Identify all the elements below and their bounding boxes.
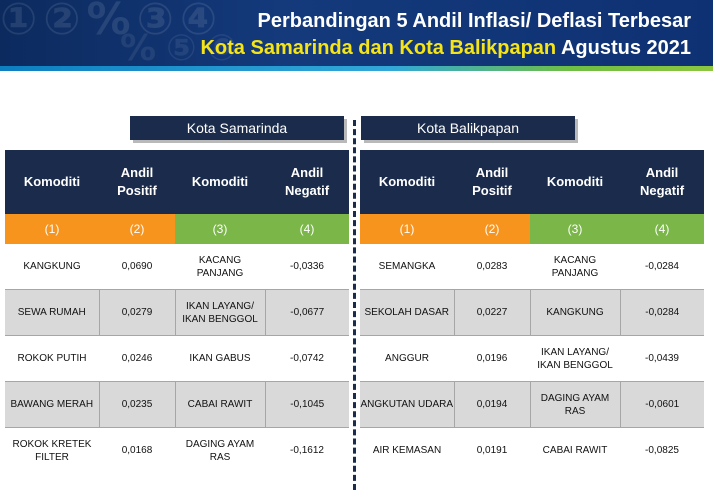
negative-value: -0,0601	[619, 381, 704, 428]
positive-commodity: SEMANGKA	[378, 261, 436, 272]
table-row: KANGKUNG 0,0690 KACANG PANJANG -0,0336	[5, 244, 349, 290]
col-header-negatif: Negatif	[639, 183, 685, 198]
negative-commodity: KACANG PANJANG	[551, 254, 599, 279]
col-number-1: (1)	[5, 214, 99, 244]
negative-value: -0,0825	[645, 445, 679, 456]
positive-value: 0,0196	[476, 353, 508, 364]
negative-commodity: KACANG PANJANG	[196, 254, 244, 279]
col-number-3: (3)	[175, 214, 265, 244]
col-number-4: (4)	[620, 214, 704, 244]
col-header-andil-negatif: Andil Negatif	[265, 150, 349, 214]
table-balikpapan: Komoditi Andil Positif Komoditi Andil Nega…	[360, 150, 704, 473]
negative-commodity: IKAN LAYANG/ IKAN BENGGOL	[537, 346, 613, 371]
col-header-andil-positif: Andil Positif	[454, 150, 530, 214]
positive-value: 0,0227	[453, 289, 530, 336]
positive-commodity: SEKOLAH DASAR	[360, 289, 454, 336]
positive-value: 0,0279	[98, 289, 175, 336]
negative-value: -0,0284	[619, 289, 704, 336]
positive-commodity: SEWA RUMAH	[5, 289, 99, 336]
col-header-andil: Andil	[120, 165, 154, 180]
negative-commodity: DAGING AYAM RAS	[185, 438, 255, 463]
negative-value: -0,0742	[290, 353, 324, 364]
col-header-negatif: Negatif	[284, 183, 330, 198]
negative-value: -0,1612	[290, 445, 324, 456]
negative-value: -0,0677	[264, 289, 349, 336]
col-header-andil-negatif: Andil Negatif	[620, 150, 704, 214]
table-header-row: Komoditi Andil Positif Komoditi Andil Nega…	[5, 150, 349, 214]
table-samarinda: Komoditi Andil Positif Komoditi Andil Nega…	[5, 150, 349, 473]
table-row: SEKOLAH DASAR 0,0227 KANGKUNG -0,0284	[360, 289, 704, 336]
positive-value: 0,0235	[98, 381, 175, 428]
col-header-andil: Andil	[475, 165, 509, 180]
positive-value: 0,0191	[476, 445, 508, 456]
decorative-digits-2: %⑤⑥	[120, 28, 248, 69]
col-header-komoditi-negatif: Komoditi	[530, 150, 620, 214]
col-number-4: (4)	[265, 214, 349, 244]
column-number-row: (1) (2) (3) (4)	[360, 214, 704, 244]
subtitle-period: Agustus 2021	[556, 37, 691, 59]
negative-commodity: IKAN GABUS	[189, 353, 251, 364]
positive-commodity: ANGKUTAN UDARA	[360, 381, 454, 428]
negative-value: -0,0439	[645, 353, 679, 364]
page-title: Perbandingan 5 Andil Inflasi/ Deflasi Te…	[257, 10, 691, 32]
negative-value: -0,1045	[264, 381, 349, 428]
table-divider	[353, 120, 356, 490]
positive-commodity: KANGKUNG	[23, 261, 81, 272]
positive-commodity: ANGGUR	[385, 353, 429, 364]
table-row: AIR KEMASAN 0,0191 CABAI RAWIT -0,0825	[360, 428, 704, 474]
col-number-2: (2)	[454, 214, 530, 244]
positive-value: 0,0168	[121, 445, 153, 456]
col-header-komoditi-positif: Komoditi	[360, 150, 454, 214]
col-number-2: (2)	[99, 214, 175, 244]
col-header-komoditi-positif: Komoditi	[5, 150, 99, 214]
table-row: SEWA RUMAH 0,0279 IKAN LAYANG/ IKAN BENG…	[5, 289, 349, 336]
positive-value: 0,0246	[121, 353, 153, 364]
positive-commodity: BAWANG MERAH	[5, 381, 99, 428]
col-number-3: (3)	[530, 214, 620, 244]
column-number-row: (1) (2) (3) (4)	[5, 214, 349, 244]
decorative-digits: ①②%③④	[0, 0, 224, 45]
negative-commodity: IKAN LAYANG/ IKAN BENGGOL	[174, 289, 265, 336]
positive-commodity: ROKOK PUTIH	[17, 353, 87, 364]
positive-value: 0,0283	[476, 261, 508, 272]
negative-commodity: CABAI RAWIT	[174, 381, 265, 428]
header-banner: ①②%③④ %⑤⑥ Perbandingan 5 Andil Inflasi/ …	[0, 0, 713, 70]
page-subtitle: Kota Samarinda dan Kota Balikpapan Agust…	[200, 37, 691, 60]
col-header-positif: Positif	[472, 183, 512, 198]
table-header-row: Komoditi Andil Positif Komoditi Andil Nega…	[360, 150, 704, 214]
col-header-andil: Andil	[645, 165, 679, 180]
negative-commodity: DAGING AYAM RAS	[529, 381, 620, 428]
city-label-balikpapan: Kota Balikpapan	[361, 116, 575, 140]
table-row: BAWANG MERAH 0,0235 CABAI RAWIT -0,1045	[5, 381, 349, 428]
negative-value: -0,0284	[645, 261, 679, 272]
positive-value: 0,0194	[453, 381, 530, 428]
positive-commodity: AIR KEMASAN	[372, 445, 442, 456]
positive-commodity: ROKOK KRETEK FILTER	[12, 438, 92, 463]
col-header-andil: Andil	[290, 165, 324, 180]
col-number-1: (1)	[360, 214, 454, 244]
table-row: ANGGUR 0,0196 IKAN LAYANG/ IKAN BENGGOL …	[360, 336, 704, 382]
negative-commodity: KANGKUNG	[529, 289, 620, 336]
subtitle-cities: Kota Samarinda dan Kota Balikpapan	[200, 37, 557, 59]
col-header-andil-positif: Andil Positif	[99, 150, 175, 214]
table-row: SEMANGKA 0,0283 KACANG PANJANG -0,0284	[360, 244, 704, 290]
negative-value: -0,0336	[290, 261, 324, 272]
city-label-samarinda: Kota Samarinda	[130, 116, 344, 140]
table-row: ANGKUTAN UDARA 0,0194 DAGING AYAM RAS -0…	[360, 381, 704, 428]
table-row: ROKOK PUTIH 0,0246 IKAN GABUS -0,0742	[5, 336, 349, 382]
header-stripe	[0, 66, 713, 71]
negative-commodity: CABAI RAWIT	[542, 445, 608, 456]
table-row: ROKOK KRETEK FILTER 0,0168 DAGING AYAM R…	[5, 428, 349, 474]
col-header-positif: Positif	[117, 183, 157, 198]
positive-value: 0,0690	[121, 261, 153, 272]
col-header-komoditi-negatif: Komoditi	[175, 150, 265, 214]
